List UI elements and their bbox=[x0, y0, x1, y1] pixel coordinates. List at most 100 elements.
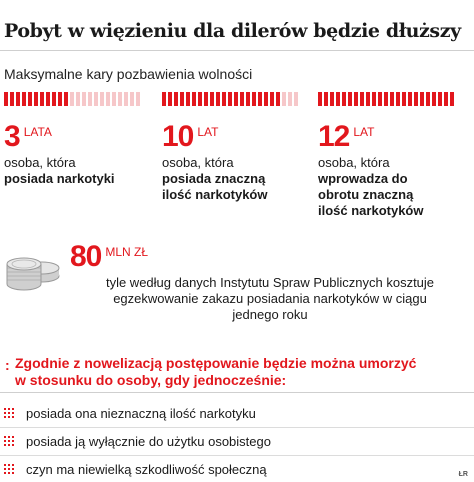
penalty-column-1: 3 LATA osoba, która posiada narkotyki bbox=[4, 92, 154, 187]
bar-segment bbox=[204, 92, 208, 106]
bar-segment bbox=[234, 92, 238, 106]
bar-segment bbox=[372, 92, 376, 106]
bar-segment bbox=[82, 92, 86, 106]
bar-segment bbox=[348, 92, 352, 106]
subtitle: Maksymalne kary pozbawienia wolności bbox=[4, 66, 253, 82]
note-line: w stosunku do osoby, gdy jednocześnie: bbox=[15, 372, 287, 388]
bar-segment bbox=[174, 92, 178, 106]
bar-segment bbox=[10, 92, 14, 106]
penalty-column-2: 10 LAT osoba, która posiada znaczną ilość… bbox=[162, 92, 312, 203]
bar-segment bbox=[264, 92, 268, 106]
bar-segment bbox=[336, 92, 340, 106]
bar-segment bbox=[46, 92, 50, 106]
bar-segment bbox=[210, 92, 214, 106]
cost-description: tyle według danych Instytutu Spraw Publi… bbox=[70, 275, 470, 323]
bar-segment bbox=[318, 92, 322, 106]
penalty-years-unit: LAT bbox=[197, 125, 219, 139]
bar-segment bbox=[58, 92, 62, 106]
bar-segment bbox=[402, 92, 406, 106]
note-marker: : bbox=[5, 357, 10, 373]
bar-segment bbox=[222, 92, 226, 106]
bar-segment bbox=[216, 92, 220, 106]
bar-segment bbox=[64, 92, 68, 106]
bar-segment bbox=[414, 92, 418, 106]
bar-segment bbox=[40, 92, 44, 106]
bar-segment bbox=[198, 92, 202, 106]
penalty-years-value: 12 bbox=[318, 120, 350, 153]
penalty-desc-plain: osoba, która bbox=[162, 155, 234, 170]
bullet-icon bbox=[4, 408, 16, 418]
condition-item: posiada ona nieznaczną ilość narkotyku bbox=[4, 402, 470, 424]
bar-segment bbox=[180, 92, 184, 106]
penalty-years-2: 10 LAT bbox=[162, 122, 312, 152]
title-divider bbox=[0, 50, 474, 51]
bar-segment bbox=[168, 92, 172, 106]
penalty-description-1: osoba, która posiada narkotyki bbox=[4, 155, 154, 187]
bar-segment bbox=[366, 92, 370, 106]
bar-segment bbox=[420, 92, 424, 106]
bar-segment bbox=[76, 92, 80, 106]
penalty-column-3: 12 LAT osoba, która wprowadza do obrotu z… bbox=[318, 92, 468, 219]
condition-divider bbox=[0, 455, 474, 456]
bar-segment bbox=[360, 92, 364, 106]
bar-segment bbox=[162, 92, 166, 106]
bar-segment bbox=[378, 92, 382, 106]
bar-segment bbox=[396, 92, 400, 106]
bar-segment bbox=[438, 92, 442, 106]
bar-segment bbox=[94, 92, 98, 106]
condition-text: posiada ją wyłącznie do użytku osobisteg… bbox=[26, 433, 271, 449]
bar-segment bbox=[390, 92, 394, 106]
bar-segment bbox=[16, 92, 20, 106]
bar-segment bbox=[88, 92, 92, 106]
amendment-note: Zgodnie z nowelizacją postępowanie będzi… bbox=[15, 355, 470, 389]
condition-item: posiada ją wyłącznie do użytku osobisteg… bbox=[4, 430, 470, 452]
bar-segment bbox=[130, 92, 134, 106]
penalty-desc-bold: ilość narkotyków bbox=[162, 187, 268, 202]
penalty-desc-bold: ilość narkotyków bbox=[318, 203, 424, 218]
penalty-years-1: 3 LATA bbox=[4, 122, 154, 152]
bar-segment bbox=[70, 92, 74, 106]
bar-segment bbox=[106, 92, 110, 106]
bar-segment bbox=[354, 92, 358, 106]
penalty-desc-bold: obrotu znaczną bbox=[318, 187, 414, 202]
bar-segment bbox=[444, 92, 448, 106]
bar-segment bbox=[384, 92, 388, 106]
note-line: Zgodnie z nowelizacją postępowanie będzi… bbox=[15, 355, 417, 371]
bar-segment bbox=[28, 92, 32, 106]
penalty-bar-3 bbox=[318, 92, 468, 106]
bar-segment bbox=[450, 92, 454, 106]
penalty-years-3: 12 LAT bbox=[318, 122, 468, 152]
condition-text: posiada ona nieznaczną ilość narkotyku bbox=[26, 405, 256, 421]
penalty-years-value: 3 bbox=[4, 120, 21, 153]
penalty-desc-plain: osoba, która bbox=[4, 155, 76, 170]
bar-segment bbox=[426, 92, 430, 106]
bar-segment bbox=[34, 92, 38, 106]
bar-segment bbox=[252, 92, 256, 106]
penalty-desc-bold: posiada narkotyki bbox=[4, 171, 115, 186]
bar-segment bbox=[240, 92, 244, 106]
cost-line: jednego roku bbox=[232, 307, 308, 322]
bullet-icon bbox=[4, 436, 16, 446]
bar-segment bbox=[228, 92, 232, 106]
bar-segment bbox=[282, 92, 286, 106]
cost-figure: 80 MLN ZŁ bbox=[70, 242, 148, 272]
penalty-years-value: 10 bbox=[162, 120, 194, 153]
bar-segment bbox=[342, 92, 346, 106]
bar-segment bbox=[52, 92, 56, 106]
bar-segment bbox=[100, 92, 104, 106]
bar-segment bbox=[22, 92, 26, 106]
cost-unit: MLN ZŁ bbox=[105, 245, 149, 259]
author-credit: ŁR bbox=[458, 471, 468, 478]
cost-line: egzekwowanie zakazu posiadania narkotykó… bbox=[113, 291, 427, 306]
bar-segment bbox=[246, 92, 250, 106]
bar-segment bbox=[186, 92, 190, 106]
penalty-bar-1 bbox=[4, 92, 154, 106]
penalty-years-unit: LATA bbox=[23, 125, 52, 139]
bar-segment bbox=[136, 92, 140, 106]
bar-segment bbox=[432, 92, 436, 106]
condition-item: czyn ma niewielką szkodliwość społeczną bbox=[4, 458, 470, 480]
bar-segment bbox=[294, 92, 298, 106]
penalty-description-3: osoba, która wprowadza do obrotu znaczną… bbox=[318, 155, 468, 219]
cost-line: tyle według danych Instytutu Spraw Publi… bbox=[105, 275, 435, 290]
note-divider bbox=[0, 392, 474, 393]
